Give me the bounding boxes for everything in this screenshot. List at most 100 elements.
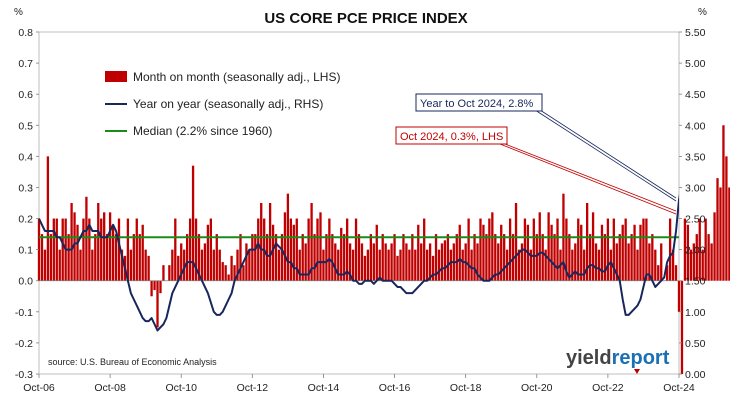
bar-mom (677, 280, 681, 312)
bar-mom (719, 187, 722, 281)
bar-mom (470, 249, 473, 281)
bar-mom (271, 224, 275, 281)
bar-mom (40, 234, 44, 281)
bar-mom (455, 234, 458, 281)
bar-mom (73, 212, 76, 281)
bar-mom (295, 218, 298, 281)
bar-mom (343, 234, 346, 281)
bar-mom (476, 243, 479, 281)
bar-mom (594, 243, 598, 281)
x-tick-label: Oct-10 (165, 382, 197, 394)
legend-label-mom: Month on month (seasonally adj., LHS) (133, 70, 340, 84)
bar-mom (535, 234, 538, 281)
bar-mom (242, 265, 245, 281)
bar-mom (76, 224, 79, 281)
bar-mom (591, 212, 595, 281)
bar-mom (144, 249, 147, 281)
bar-mom (162, 265, 165, 281)
bar-mom (660, 243, 663, 281)
y-left-tick-label: 0.5 (18, 120, 33, 132)
bar-mom (150, 280, 153, 297)
bar-mom (239, 234, 242, 281)
bar-mom (408, 249, 411, 281)
y-right-tick-group: 0.00 0.50 1.00 1.50 2.00 2.50 3.00 3.50 4.00 4.50… (679, 27, 706, 381)
bar-mom (707, 234, 710, 281)
x-tick-label: Oct-14 (308, 382, 340, 394)
bar-mom (393, 234, 396, 281)
bar-mom (722, 125, 725, 281)
annotation-yoy-leader-2 (534, 109, 677, 202)
bar-mom (108, 212, 112, 281)
bar-mom (609, 249, 613, 281)
bar-mom (553, 234, 556, 281)
x-tick-label: Oct-08 (94, 382, 126, 394)
bar-mom (180, 243, 183, 281)
bar-mom (43, 249, 47, 281)
bar-mom (322, 249, 325, 281)
bar-mom (82, 218, 85, 281)
bar-mom (556, 218, 559, 281)
x-tick-label: Oct-22 (592, 382, 624, 394)
bar-mom (301, 234, 304, 281)
bar-mom (713, 212, 716, 281)
bar-mom (381, 234, 384, 281)
bar-mom (606, 218, 610, 281)
bar-mom (70, 203, 73, 281)
bar-mom (375, 224, 378, 281)
bar-mom (46, 156, 50, 281)
bar-mom (621, 224, 624, 281)
bar-mom (491, 212, 494, 281)
brand-wordmark: yieldreport (566, 347, 670, 369)
brand-suffix: report (612, 347, 670, 369)
bar-mom (111, 224, 115, 281)
bar-mom (585, 203, 589, 281)
bar-mom (414, 249, 417, 281)
y-right-tick-label: 1.00 (685, 307, 706, 319)
bar-mom (153, 280, 156, 291)
bar-mom (280, 234, 284, 281)
bar-mom (177, 255, 180, 281)
bar-mom (79, 249, 82, 281)
bar-mom (357, 234, 361, 281)
bar-mom (67, 234, 70, 281)
bar-mom (482, 224, 485, 281)
bar-mom (174, 218, 177, 281)
bar-mom (135, 218, 138, 281)
bar-mom (227, 274, 230, 281)
bar-mom (651, 234, 654, 281)
yoy-line (39, 193, 679, 332)
bar-mom (387, 249, 390, 281)
y-right-tick-label: 4.50 (685, 89, 706, 101)
bar-mom (648, 243, 651, 281)
y-left-tick-label: -0.3 (15, 369, 33, 381)
bar-mom (571, 249, 574, 281)
bar-mom (254, 234, 257, 281)
bar-mom (680, 280, 684, 374)
bar-mom (233, 265, 236, 281)
bar-mom (209, 218, 213, 281)
bar-mom (458, 224, 461, 281)
bar-mom (345, 218, 349, 281)
bar-mom (612, 218, 615, 281)
legend-label-yoy: Year on year (seasonally adj., RHS) (133, 97, 323, 111)
bar-mom (88, 218, 91, 281)
y-right-tick-label: 0.50 (685, 338, 706, 350)
bar-mom (85, 196, 88, 281)
y-right-tick-label: 2.50 (685, 214, 706, 226)
bar-mom (488, 218, 491, 281)
bar-mom (61, 218, 64, 281)
y-left-tick-group: -0.3 -0.2 -0.1 0.0 0.1 0.2 0.3 0.4 0.5 0.6 0.7 0.8 (15, 27, 39, 381)
bar-mom (369, 234, 373, 281)
bar-mom (633, 224, 636, 281)
bar-mom (665, 265, 669, 281)
bar-mom (574, 243, 577, 281)
bar-mom (532, 218, 535, 281)
bar-mom (494, 234, 497, 281)
bar-mom (378, 249, 381, 281)
bar-mom (316, 218, 319, 281)
bar-mom (588, 234, 592, 281)
bar-mom (508, 218, 512, 281)
annotation-yoy-box (415, 93, 543, 112)
bar-mom (52, 218, 55, 281)
